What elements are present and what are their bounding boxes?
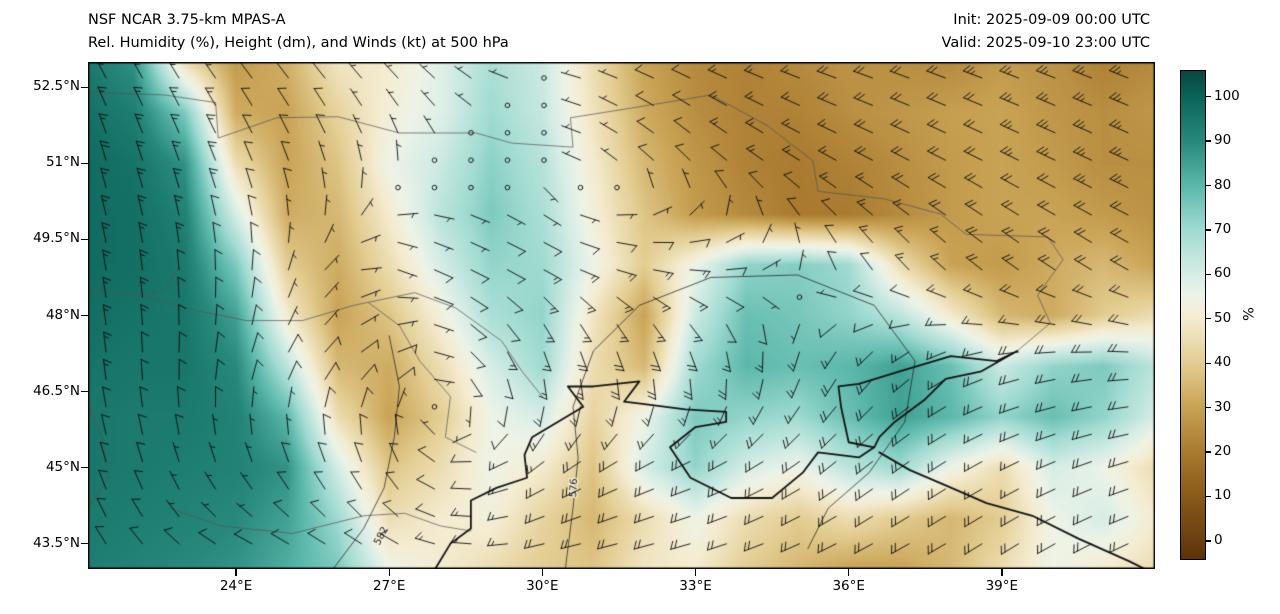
colorbar-unit-label: % (1238, 307, 1255, 321)
colorbar-tick-label: 100 (1214, 87, 1240, 104)
y-tick-label: 43.5°N (33, 534, 80, 551)
y-tick-mark (81, 238, 88, 241)
valid-time: Valid: 2025-09-10 23:00 UTC (941, 35, 1150, 51)
colorbar-tick-label: 30 (1214, 398, 1232, 415)
colorbar (1180, 70, 1206, 560)
colorbar-tick-mark (1206, 362, 1211, 364)
y-tick-label: 46.5°N (33, 382, 80, 399)
model-title: NSF NCAR 3.75-km MPAS-A (88, 12, 286, 28)
x-tick-mark (1001, 569, 1003, 576)
y-tick-mark (81, 314, 88, 317)
colorbar-tick-label: 50 (1214, 309, 1232, 326)
x-tick-mark (235, 569, 237, 576)
colorbar-tick-mark (1206, 140, 1211, 142)
y-tick-label: 51°N (45, 154, 80, 171)
x-tick-label: 30°E (526, 578, 559, 594)
y-tick-label: 48°N (45, 306, 80, 323)
colorbar-tick-label: 70 (1214, 220, 1232, 237)
colorbar-tick-label: 90 (1214, 132, 1232, 149)
y-tick-label: 45°N (45, 458, 80, 475)
colorbar-tick-mark (1206, 406, 1211, 409)
x-tick-label: 36°E (832, 578, 865, 594)
colorbar-tick-label: 80 (1214, 176, 1232, 193)
x-tick-mark (541, 569, 544, 576)
colorbar-tick-label: 60 (1214, 265, 1232, 282)
colorbar-tick-label: 40 (1214, 354, 1232, 371)
init-time: Init: 2025-09-09 00:00 UTC (953, 12, 1150, 28)
map-canvas (88, 62, 1155, 569)
y-tick-mark (81, 162, 88, 165)
title-block: NSF NCAR 3.75-km MPAS-A Rel. Humidity (%… (88, 9, 509, 55)
field-title: Rel. Humidity (%), Height (dm), and Wind… (88, 35, 509, 51)
colorbar-tick-mark (1206, 273, 1211, 275)
colorbar-tick-label: 10 (1214, 487, 1232, 504)
x-tick-label: 27°E (372, 578, 406, 594)
colorbar-tick-mark (1206, 96, 1211, 98)
x-tick-label: 33°E (679, 578, 712, 594)
x-tick-mark (847, 569, 850, 576)
y-tick-mark (81, 390, 88, 393)
y-tick-mark (81, 542, 88, 545)
x-tick-mark (388, 569, 390, 576)
y-tick-mark (81, 86, 88, 89)
colorbar-tick-label: 20 (1214, 443, 1232, 460)
colorbar-tick-mark (1206, 451, 1211, 453)
colorbar-tick-label: 0 (1214, 531, 1223, 548)
time-block: Init: 2025-09-09 00:00 UTC Valid: 2025-0… (942, 9, 1150, 55)
y-tick-label: 52.5°N (33, 78, 80, 95)
colorbar-tick-mark (1206, 229, 1211, 231)
x-tick-label: 24°E (219, 578, 253, 594)
colorbar-tick-mark (1206, 184, 1211, 187)
colorbar-tick-mark (1206, 540, 1211, 542)
x-tick-mark (694, 569, 697, 576)
y-tick-label: 49.5°N (33, 230, 80, 247)
y-tick-mark (81, 466, 88, 469)
colorbar-tick-mark (1206, 495, 1211, 498)
x-tick-label: 39°E (985, 578, 1019, 594)
colorbar-tick-mark (1206, 318, 1211, 320)
